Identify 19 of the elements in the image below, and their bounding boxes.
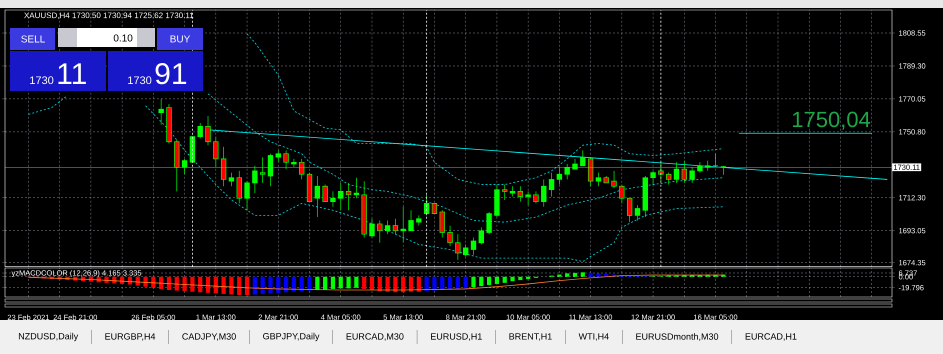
annotation: 11: [58, 63, 86, 84]
text: EURCAD,H1: [746, 333, 796, 341]
text: EURUSDmonth,M30: [636, 333, 718, 341]
annotation: BUY: [170, 36, 190, 42]
text: BRENT,H1: [509, 333, 552, 341]
annotation: 91: [156, 63, 186, 84]
text: EURCAD,M30: [346, 333, 404, 341]
text: CADJPY,M30: [182, 333, 236, 341]
annotation: 0.10: [114, 34, 132, 42]
text: EURGBP,H4: [105, 333, 156, 341]
annotation: 1730: [30, 76, 54, 84]
annotation: 1730: [128, 76, 152, 84]
text: WTI,H4: [578, 333, 609, 341]
annotation: 1750,04: [792, 112, 870, 130]
text: NZDUSD,Daily: [18, 332, 78, 342]
annotation: SELL: [21, 35, 45, 43]
chart-title: XAUUSD,H4 1730.50 1730.94 1725.62 1730.11: [24, 12, 194, 20]
text: EURUSD,H1: [431, 333, 482, 341]
text: GBPJPY,Daily: [263, 332, 320, 342]
